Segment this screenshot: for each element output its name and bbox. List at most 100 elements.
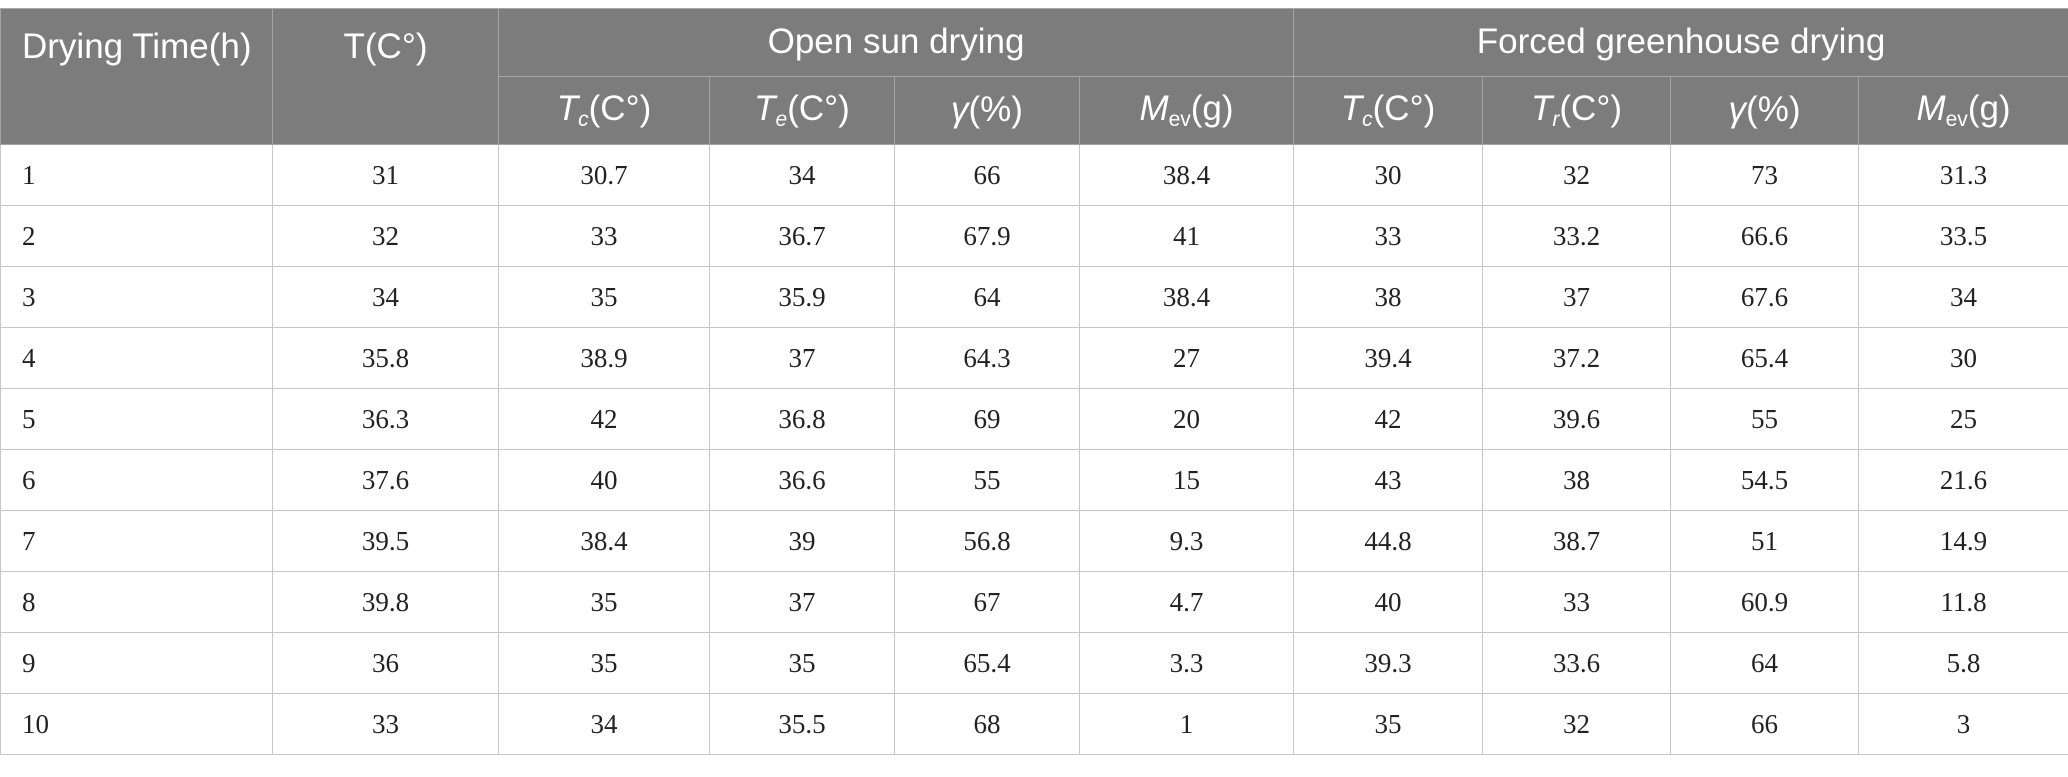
table-cell: 55 [1670,388,1860,450]
table-cell: 33.2 [1482,205,1672,267]
table-cell: 40 [1293,571,1484,633]
table-cell: 64.3 [894,327,1080,389]
table-cell: 4.7 [1078,571,1295,633]
table-cell: 38.4 [1078,266,1295,328]
table-cell: 25 [1858,388,2068,450]
table-cell: 9.3 [1078,510,1295,572]
table-cell: 32 [272,205,499,267]
table-row: 8 39.8 35 37 67 4.7 40 33 60.9 11.8 [0,571,2068,633]
header-unit: (g) [1967,88,2011,128]
table-cell: 33 [1293,205,1484,267]
table-cell: 37.2 [1482,327,1672,389]
table-cell: 36.6 [709,449,895,511]
table-cell: 35 [498,571,710,633]
header-symbol: T [556,88,579,128]
table-cell: 35.5 [709,693,895,755]
table-cell: 31.3 [1858,144,2068,206]
table-cell: 36.7 [709,205,895,267]
table-cell: 60.9 [1670,571,1860,633]
table-cell: 65.4 [894,632,1080,694]
table-cell: 33.6 [1482,632,1672,694]
table-cell: 64 [894,266,1080,328]
table-cell: 40 [498,449,710,511]
header-subscript: e [775,107,788,131]
header-symbol: T [1340,88,1363,128]
table-cell: 34 [1858,266,2068,328]
table-cell: 38.4 [498,510,710,572]
table-cell: 51 [1670,510,1860,572]
table-cell: 30 [1858,327,2068,389]
table-header: Drying Time(h) T(C°) Open sun drying For… [0,8,2068,145]
table-cell: 35 [709,632,895,694]
table-cell: 41 [1078,205,1295,267]
table-row: 10 33 34 35.5 68 1 35 32 66 3 [0,693,2068,755]
table-cell: 35.9 [709,266,895,328]
header-open-tc: Tc(C°) [498,76,710,145]
table-cell: 67.9 [894,205,1080,267]
table-cell: 32 [1482,693,1672,755]
table-cell: 3.3 [1078,632,1295,694]
header-symbol: M [1916,88,1946,128]
data-table: Drying Time(h) T(C°) Open sun drying For… [0,8,2068,755]
table-cell: 35 [498,632,710,694]
table-cell: 32 [1482,144,1672,206]
row-hour-cell: 2 [0,205,273,267]
table-cell: 68 [894,693,1080,755]
table-cell: 34 [272,266,499,328]
header-subscript: c [578,107,589,131]
table-cell: 3 [1858,693,2068,755]
header-symbol: M [1139,88,1169,128]
table-cell: 20 [1078,388,1295,450]
table-cell: 39.6 [1482,388,1672,450]
table-row: 7 39.5 38.4 39 56.8 9.3 44.8 38.7 51 14.9 [0,510,2068,572]
header-row-groups: Drying Time(h) T(C°) Open sun drying For… [0,8,2068,145]
header-open-mev: Mev(g) [1078,76,1295,145]
row-hour-cell: 1 [0,144,273,206]
header-t-ambient: T(C°) [272,8,499,145]
table-cell: 31 [272,144,499,206]
table-cell: 33 [498,205,710,267]
header-unit: (C°) [588,88,652,128]
header-unit: (C°) [787,88,850,128]
table-cell: 30.7 [498,144,710,206]
table-cell: 65.4 [1670,327,1860,389]
row-hour-cell: 6 [0,449,273,511]
table-cell: 54.5 [1670,449,1860,511]
row-hour-cell: 5 [0,388,273,450]
header-subscript: r [1552,107,1560,131]
table-body: 1 31 30.7 34 66 38.4 30 32 73 31.3 2 32 33 36.7 67.9 41… [0,144,2068,755]
header-symbol: γ [951,90,969,130]
table-cell: 73 [1670,144,1860,206]
table-cell: 69 [894,388,1080,450]
header-forced-gamma: γ(%) [1670,76,1860,145]
table-cell: 39.4 [1293,327,1484,389]
table-cell: 36 [272,632,499,694]
table-cell: 33 [1482,571,1672,633]
table-cell: 56.8 [894,510,1080,572]
table-row: 6 37.6 40 36.6 55 15 43 38 54.5 21.6 [0,449,2068,511]
table-cell: 21.6 [1858,449,2068,511]
row-hour-cell: 4 [0,327,273,389]
table-cell: 33 [272,693,499,755]
row-hour-cell: 8 [0,571,273,633]
table-cell: 42 [1293,388,1484,450]
row-hour-cell: 7 [0,510,273,572]
table-cell: 66 [1670,693,1860,755]
header-unit: (g) [1190,88,1234,128]
table-cell: 39.3 [1293,632,1484,694]
table-cell: 35.8 [272,327,499,389]
table-cell: 42 [498,388,710,450]
table-cell: 67.6 [1670,266,1860,328]
table-cell: 14.9 [1858,510,2068,572]
row-hour-cell: 10 [0,693,273,755]
table-cell: 27 [1078,327,1295,389]
header-symbol: T [1531,88,1553,128]
header-forced-tc: Tc(C°) [1293,76,1484,145]
table-cell: 39.5 [272,510,499,572]
table-cell: 37 [709,327,895,389]
header-symbol: γ [1728,90,1747,130]
table-cell: 66.6 [1670,205,1860,267]
table-cell: 35 [1293,693,1484,755]
header-unit: (C°) [1559,88,1622,128]
table-cell: 15 [1078,449,1295,511]
